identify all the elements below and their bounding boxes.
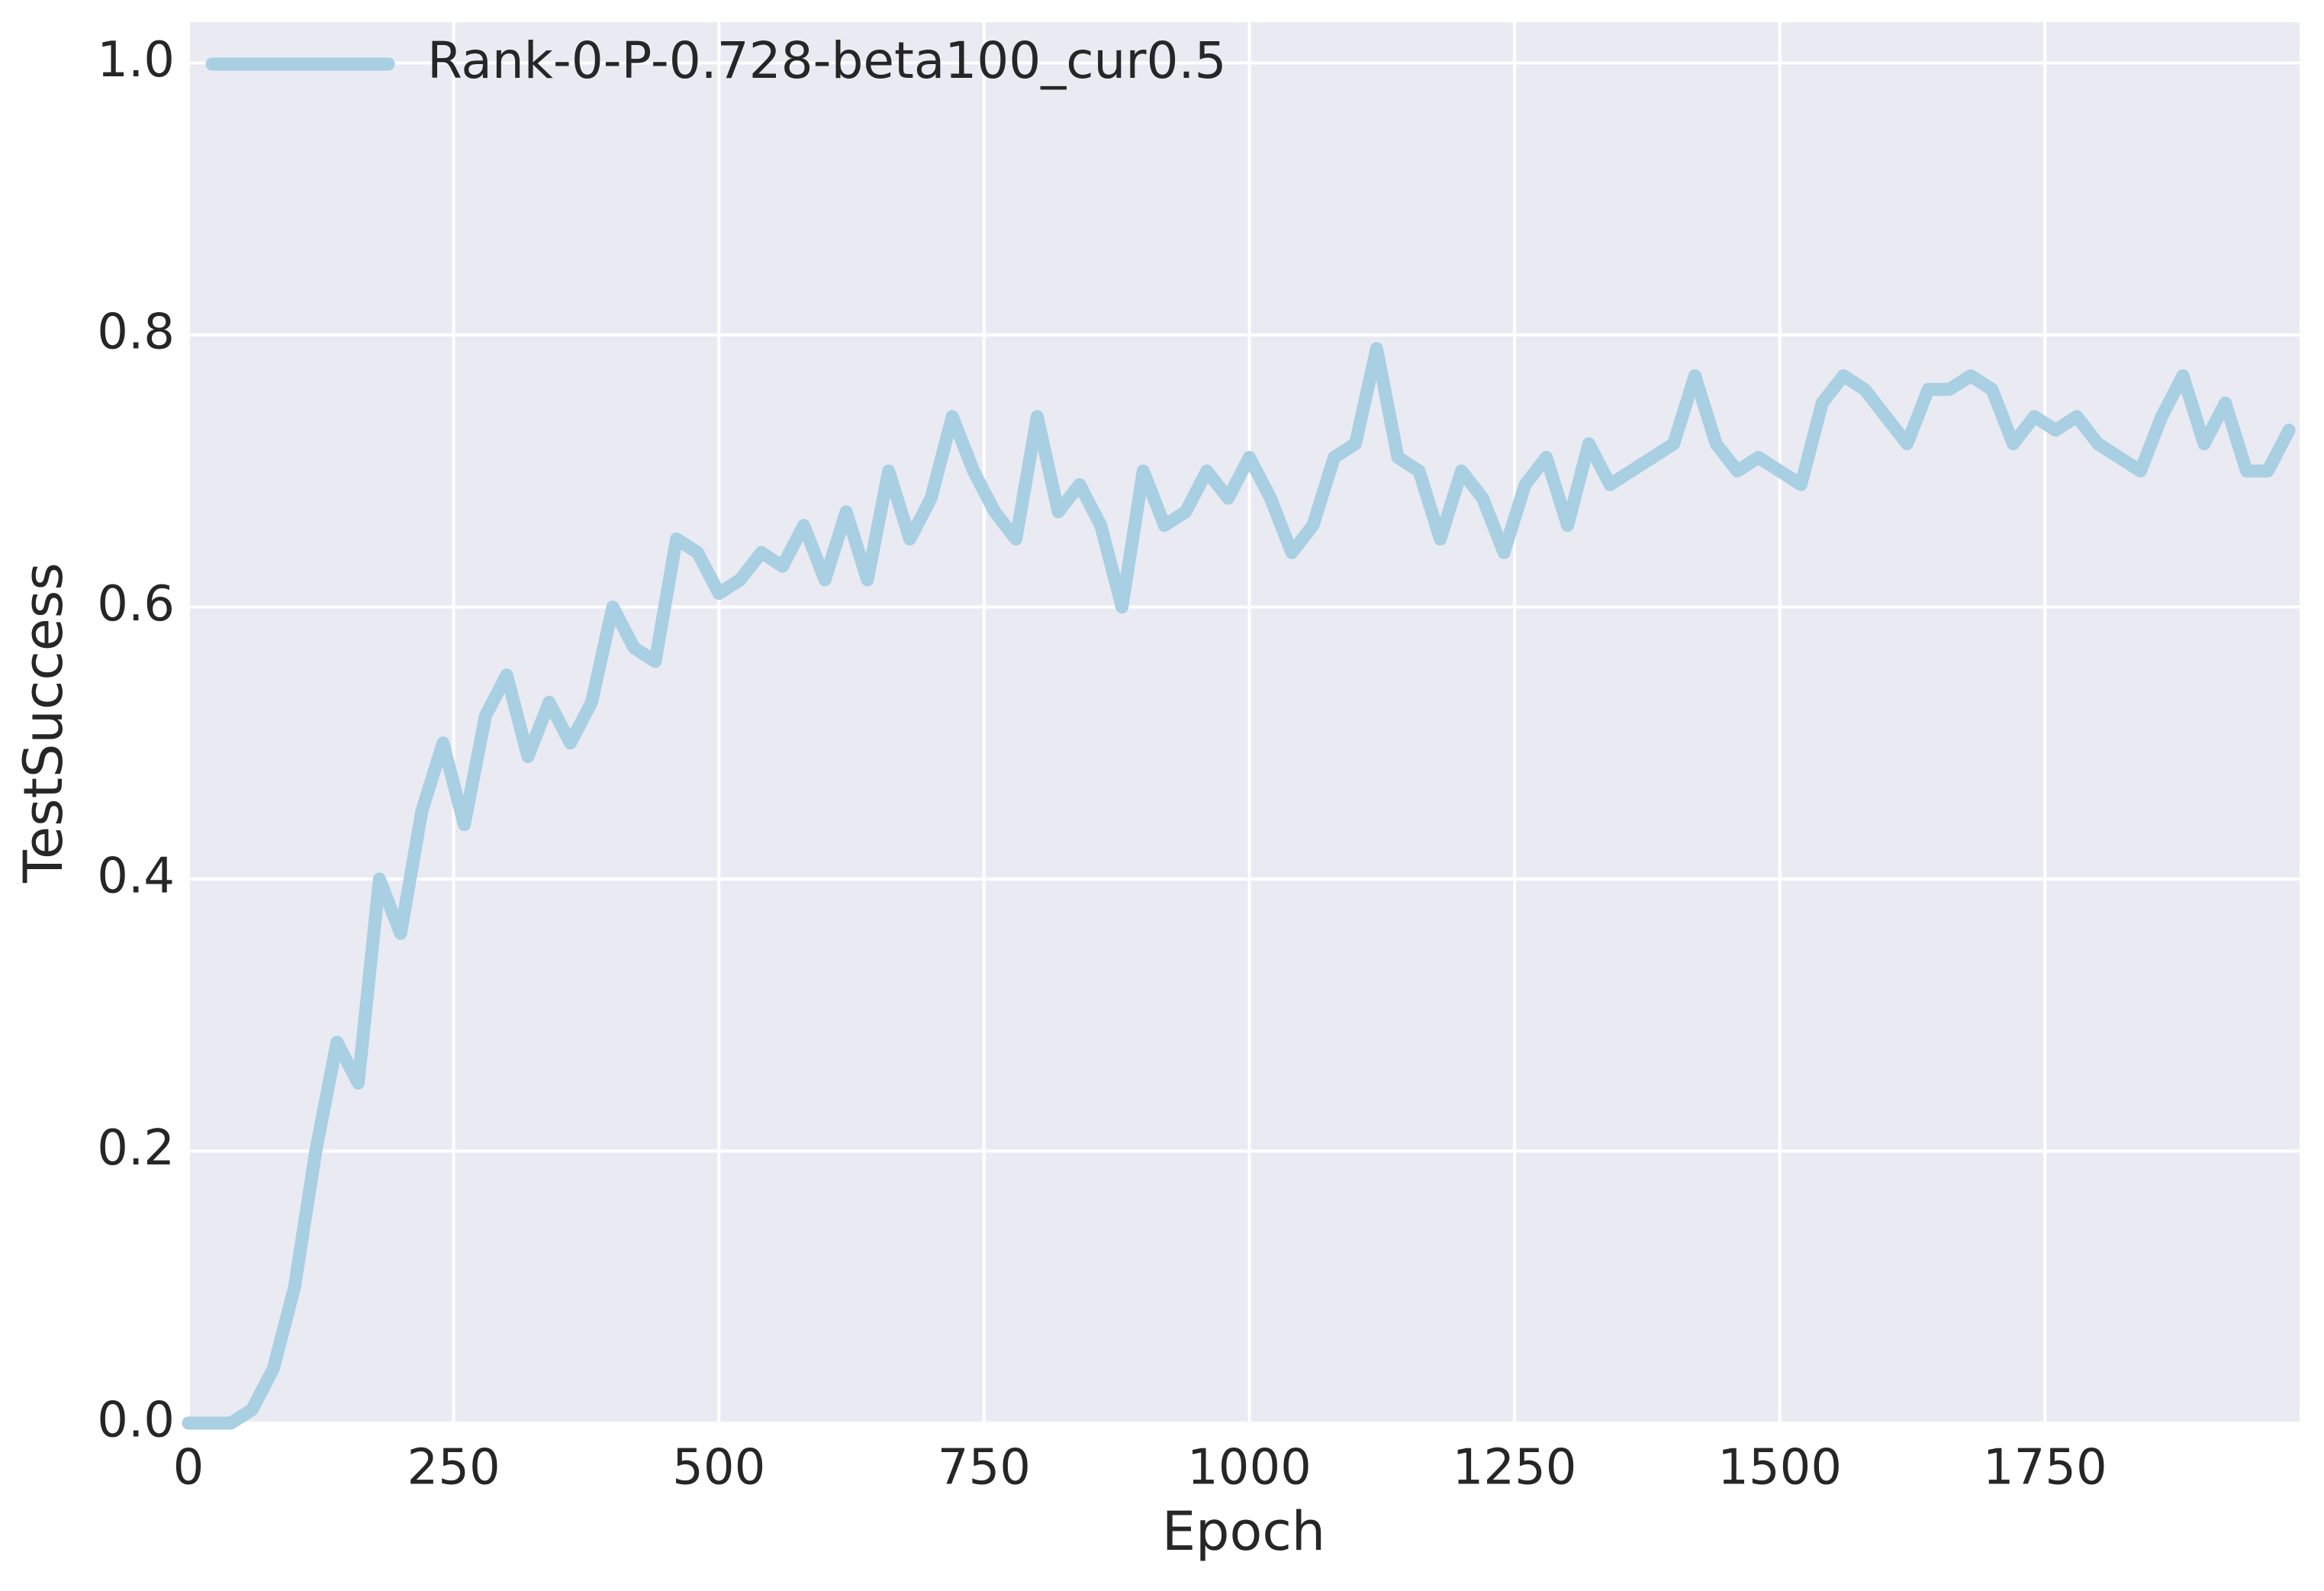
x-tick-label: 1250: [1453, 1440, 1577, 1496]
x-tick-label: 250: [407, 1440, 501, 1496]
y-tick-label: 0.0: [97, 1393, 175, 1449]
y-axis-label: TestSuccess: [12, 562, 75, 884]
line-series: [182, 342, 2296, 1430]
x-axis-label: Epoch: [1162, 1500, 1325, 1563]
x-tick-label: 500: [672, 1440, 765, 1496]
y-tick-label: 1.0: [97, 32, 175, 89]
plot-area: [188, 22, 2300, 1423]
x-tick-label: 0: [173, 1440, 204, 1496]
y-tick-label: 0.2: [97, 1120, 175, 1177]
y-tick-label: 0.8: [97, 304, 175, 361]
x-tick-label: 1000: [1187, 1440, 1312, 1496]
y-tick-label: 0.4: [97, 849, 175, 905]
legend-label: Rank-0-P-0.728-beta100_cur0.5: [427, 31, 1226, 90]
x-tick-label: 1750: [1983, 1440, 2107, 1496]
y-tick-label: 0.6: [97, 576, 175, 633]
x-tick-label: 750: [938, 1440, 1031, 1496]
x-tick-label: 1500: [1717, 1440, 1842, 1496]
